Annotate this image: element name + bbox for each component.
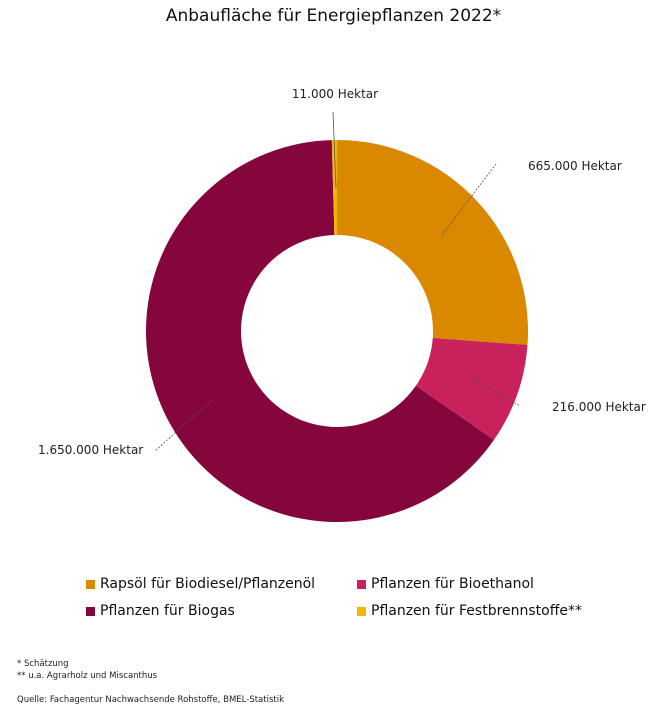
donut-slice-2 xyxy=(145,140,494,522)
legend-swatch xyxy=(357,579,366,589)
legend-swatch xyxy=(357,606,366,616)
chart-title: Anbaufläche für Energiepflanzen 2022* xyxy=(165,6,502,26)
data-label-0: 665.000 Hektar xyxy=(528,159,622,173)
legend-item-biogas: Pflanzen für Biogas xyxy=(86,603,235,619)
donut-slice-0 xyxy=(337,140,528,345)
leader-line-1 xyxy=(471,377,521,407)
legend-swatch xyxy=(86,606,95,616)
legend-swatch xyxy=(86,579,95,589)
legend-item-bioethanol: Pflanzen für Bioethanol xyxy=(357,576,534,592)
data-label-1: 216.000 Hektar xyxy=(552,400,646,414)
donut-slice-3 xyxy=(331,140,337,236)
legend-label: Pflanzen für Biogas xyxy=(100,603,235,619)
leader-line-3 xyxy=(332,111,337,189)
legend-item-festbrennstoffe: Pflanzen für Festbrennstoffe** xyxy=(357,603,582,619)
data-label-3: 11.000 Hektar xyxy=(292,87,378,101)
legend-label: Pflanzen für Festbrennstoffe** xyxy=(371,603,582,619)
footnote-1: * Schätzung xyxy=(17,659,69,669)
donut-slice-1 xyxy=(415,337,528,440)
legend-label: Pflanzen für Bioethanol xyxy=(371,576,534,592)
footnote-2: ** u.a. Agrarholz und Miscanthus xyxy=(17,671,158,681)
legend-label: Rapsöl für Biodiesel/Pflanzenöl xyxy=(100,576,316,592)
legend-item-rapsoel: Rapsöl für Biodiesel/Pflanzenöl xyxy=(86,576,315,592)
source-note: Quelle: Fachagentur Nachwachsende Rohsto… xyxy=(17,695,284,705)
leader-line-2 xyxy=(154,399,213,452)
data-label-2: 1.650.000 Hektar xyxy=(38,443,143,457)
leader-line-0 xyxy=(441,163,497,236)
